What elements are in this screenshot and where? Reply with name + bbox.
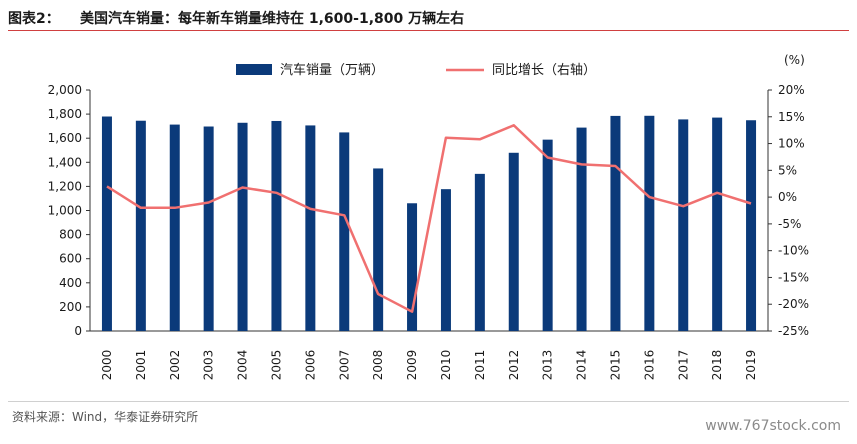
bar-2004 xyxy=(237,122,248,331)
right-tick-label: -20% xyxy=(778,297,809,311)
right-axis-unit: (%) xyxy=(784,53,805,67)
title-divider xyxy=(8,30,849,31)
bar-2007 xyxy=(339,132,350,331)
x-tick-label: 2000 xyxy=(100,350,114,381)
x-tick-label: 2007 xyxy=(337,350,351,381)
x-tick-label: 2013 xyxy=(541,350,555,381)
right-tick-label: 10% xyxy=(778,137,805,151)
right-tick-label: 0% xyxy=(778,190,797,204)
bar-2005 xyxy=(271,120,282,331)
bar-2014 xyxy=(576,127,587,331)
bar-2006 xyxy=(305,125,316,331)
x-tick-label: 2012 xyxy=(507,350,521,381)
x-tick-label: 2008 xyxy=(371,350,385,381)
x-tick-label: 2015 xyxy=(608,350,622,381)
bar-2010 xyxy=(440,189,451,331)
growth-line xyxy=(106,124,752,313)
bar-2019 xyxy=(746,120,757,331)
bar-2008 xyxy=(373,168,384,331)
legend-line-label: 同比增长（右轴） xyxy=(492,63,596,78)
right-tick-label: -5% xyxy=(778,217,801,231)
bar-2003 xyxy=(203,126,214,331)
chart-title: 美国汽车销量：每年新车销量维持在 1,600-1,800 万辆左右 xyxy=(80,11,465,27)
right-tick-label: 15% xyxy=(778,110,805,124)
left-tick-label: 400 xyxy=(59,276,82,290)
left-tick-label: 1,000 xyxy=(48,204,82,218)
left-tick-label: 2,000 xyxy=(48,83,82,97)
bar-2011 xyxy=(474,173,485,331)
figure-label: 图表2： xyxy=(8,11,60,27)
x-tick-label: 2003 xyxy=(202,350,216,381)
x-tick-label: 2016 xyxy=(642,350,656,381)
bar-2012 xyxy=(508,152,519,331)
left-tick-label: 1,400 xyxy=(48,155,82,169)
watermark: www.767stock.com xyxy=(705,418,841,434)
chart-canvas: 0 200 400 600 800 1,000 1,200 1,400 1,600 1,800 2,… xyxy=(48,53,809,381)
bar-2016 xyxy=(644,115,655,331)
x-tick-label: 2010 xyxy=(439,350,453,381)
footer-divider xyxy=(8,401,849,402)
bar-2001 xyxy=(135,120,146,331)
bar-2018 xyxy=(712,117,723,331)
left-tick-label: 1,200 xyxy=(48,179,82,193)
bar-2009 xyxy=(407,203,418,331)
legend-bar-swatch xyxy=(236,64,272,75)
left-tick-label: 600 xyxy=(59,252,82,266)
bar-2002 xyxy=(169,124,180,331)
x-tick-label: 2011 xyxy=(473,350,487,381)
x-tick-label: 2014 xyxy=(575,350,589,381)
source-note: 资料来源：Wind，华泰证券研究所 xyxy=(12,410,199,424)
right-tick-label: -25% xyxy=(778,324,809,338)
right-tick-label: -10% xyxy=(778,244,809,258)
left-tick-label: 0 xyxy=(74,324,82,338)
left-tick-label: 1,600 xyxy=(48,131,82,145)
x-tick-label: 2004 xyxy=(236,350,250,381)
x-tick-label: 2002 xyxy=(168,350,182,381)
left-tick-label: 800 xyxy=(59,228,82,242)
left-tick-label: 200 xyxy=(59,300,82,314)
x-tick-label: 2018 xyxy=(710,350,724,381)
bar-2015 xyxy=(610,115,621,331)
x-tick-label: 2009 xyxy=(405,350,419,381)
x-tick-label: 2017 xyxy=(676,350,690,381)
right-tick-label: 20% xyxy=(778,83,805,97)
x-tick-label: 2006 xyxy=(303,350,317,381)
chart-header: 图表2： 美国汽车销量：每年新车销量维持在 1,600-1,800 万辆左右 xyxy=(8,6,849,30)
bar-2013 xyxy=(542,139,553,331)
left-tick-label: 1,800 xyxy=(48,107,82,121)
x-tick-label: 2005 xyxy=(269,350,283,381)
x-tick-label: 2019 xyxy=(744,350,758,381)
legend-bar-label: 汽车销量（万辆） xyxy=(280,62,384,78)
right-tick-label: 5% xyxy=(778,163,797,177)
x-tick-label: 2001 xyxy=(134,350,148,381)
right-tick-label: -15% xyxy=(778,270,809,284)
bar-2000 xyxy=(101,116,112,331)
bar-2017 xyxy=(678,119,689,331)
